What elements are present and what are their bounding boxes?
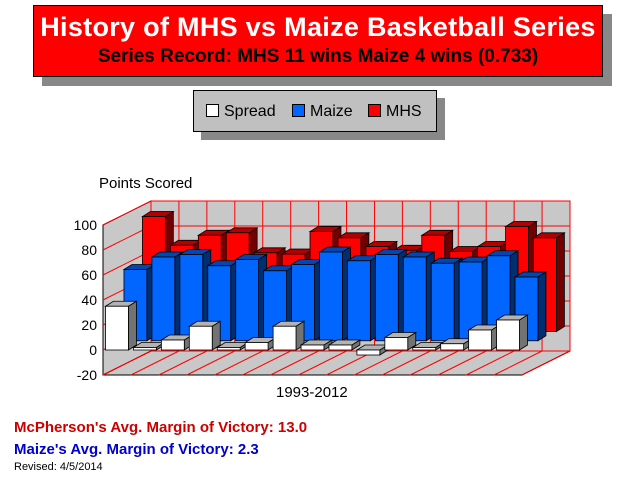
- spread-bar: [412, 347, 437, 351]
- grid-line-floor: [354, 350, 403, 376]
- legend-label-maize: Maize: [310, 103, 353, 120]
- grid-line-floor: [186, 350, 236, 376]
- spread-bar: [133, 347, 157, 351]
- revised-date: Revised: 4/5/2014: [14, 461, 103, 473]
- spread-bar: [496, 319, 520, 351]
- maize-bar: [374, 254, 399, 342]
- spread-bar: [328, 344, 353, 351]
- grid-line-floor: [270, 350, 319, 376]
- grid-line-floor: [410, 350, 459, 376]
- legend-label-spread: Spread: [224, 103, 276, 120]
- spread-bar: [272, 325, 297, 351]
- spread-bar: [244, 342, 269, 351]
- grid-line-floor: [158, 350, 208, 376]
- grid-line-floor: [437, 350, 487, 376]
- legend-swatch-maize: [292, 104, 305, 117]
- spread-bar: [468, 329, 492, 351]
- maize-bar: [402, 256, 427, 342]
- y-tick-label: 40: [81, 292, 97, 308]
- grid-line-left: [102, 200, 152, 226]
- floor: [102, 350, 571, 376]
- maize-bar-side: [537, 271, 547, 342]
- grid-line-floor: [242, 350, 291, 376]
- y-tick-label: 20: [81, 317, 97, 333]
- grid-line-floor: [214, 350, 263, 376]
- spread-bar: [300, 344, 325, 351]
- spread-bar: [440, 343, 465, 351]
- y-tick-label: -20: [77, 367, 97, 383]
- legend-swatch-spread: [206, 104, 219, 117]
- grid-line-floor: [102, 350, 152, 376]
- spread-bar-side: [519, 314, 528, 351]
- legend-swatch-mhs: [368, 104, 381, 117]
- y-tick-label: 80: [81, 242, 97, 258]
- maize-bar: [235, 259, 260, 342]
- mhs-margin-text: McPherson's Avg. Margin of Victory: 13.0: [14, 419, 308, 436]
- legend-label-mhs: MHS: [386, 103, 422, 120]
- series-record: Series Record: MHS 11 wins Maize 4 wins …: [97, 46, 539, 67]
- maize-bar: [151, 256, 176, 342]
- y-tick-label: 0: [89, 342, 97, 358]
- maize-bar: [430, 262, 455, 342]
- grid-line-floor: [493, 350, 543, 376]
- grid-line-floor: [130, 350, 180, 376]
- spread-bar: [105, 305, 129, 351]
- chart-title: History of MHS vs Maize Basketball Serie…: [40, 12, 596, 42]
- spread-bar: [160, 339, 185, 351]
- grid-line-floor: [465, 350, 515, 376]
- x-axis-label: 1993-2012: [276, 384, 348, 401]
- spread-bar: [356, 349, 381, 356]
- y-axis-label: Points Scored: [99, 175, 193, 192]
- spread-bar: [188, 325, 213, 351]
- maize-bar: [347, 260, 371, 342]
- y-tick-label: 100: [74, 217, 98, 233]
- spread-bar-side: [128, 300, 137, 351]
- spread-bar: [216, 347, 241, 351]
- mhs-bar-side: [556, 232, 565, 333]
- y-tick-label: 60: [81, 267, 97, 283]
- title-banner: History of MHS vs Maize Basketball Serie…: [33, 5, 603, 77]
- grid-line-floor: [298, 350, 347, 376]
- spread-bar: [384, 337, 409, 351]
- maize-margin-text: Maize's Avg. Margin of Victory: 2.3: [14, 441, 259, 458]
- legend: Spread Maize MHS: [193, 90, 437, 132]
- grid-line-floor: [521, 350, 571, 376]
- maize-bar: [319, 251, 343, 342]
- grid-line-floor: [382, 350, 431, 376]
